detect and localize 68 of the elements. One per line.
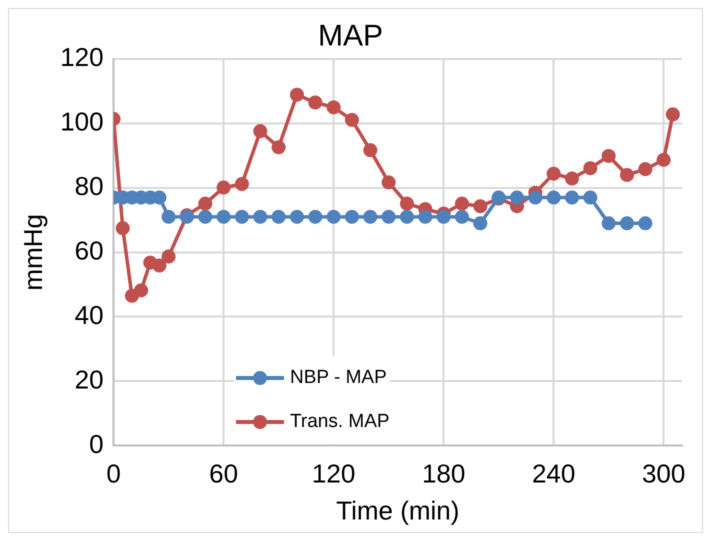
point [344,112,359,127]
x-tick-label: 300 [642,458,686,488]
point [162,249,176,264]
point [344,210,359,224]
point [198,196,212,211]
point [528,190,542,205]
point [666,107,680,122]
point [473,199,488,214]
point [234,177,249,191]
point [564,190,579,205]
point [162,210,176,224]
point [418,210,432,224]
point [198,210,212,224]
point [454,210,469,224]
point [546,166,561,181]
point [620,216,634,230]
point [216,180,231,195]
legend-label: NBP - MAP [290,367,387,389]
point [510,190,524,205]
point [363,143,378,158]
point [436,210,451,224]
point [620,168,634,182]
point [116,221,130,236]
y-axis-title: mmHg [18,214,48,291]
point [326,210,341,224]
point [602,148,616,163]
point [564,172,579,186]
y-tick-label: 100 [60,106,104,137]
legend-label: Trans. MAP [290,411,390,433]
point [382,210,396,224]
y-tick-label: 20 [74,364,104,394]
point [454,196,469,211]
y-tick-label: 40 [74,300,104,330]
x-tick-label: 180 [422,458,466,488]
point [546,190,561,205]
point [290,88,304,102]
point [473,216,488,230]
y-tick-label: 120 [60,42,104,72]
point [400,196,414,211]
point [583,190,598,205]
point [216,210,231,224]
point [272,140,286,154]
point [638,162,652,176]
point [290,210,304,224]
point [400,210,414,224]
point [602,216,616,230]
chart-title: MAP [318,19,384,52]
point [308,210,322,224]
point [382,175,396,190]
point [272,210,286,224]
point [308,95,322,110]
point [234,210,249,224]
point [363,210,378,224]
point [152,258,166,273]
point [656,152,671,167]
x-tick-label: 240 [532,458,576,488]
y-tick-label: 80 [74,171,104,202]
point [134,283,148,298]
y-tick-label: 0 [89,428,104,459]
x-axis-title: Time (min) [336,496,460,526]
point [253,210,268,224]
x-tick-label: 60 [209,458,238,488]
x-tick-label: 120 [312,458,356,488]
point [326,100,341,114]
point [638,216,652,230]
point [253,124,268,138]
y-tick-label: 60 [74,235,104,266]
point [583,161,598,176]
